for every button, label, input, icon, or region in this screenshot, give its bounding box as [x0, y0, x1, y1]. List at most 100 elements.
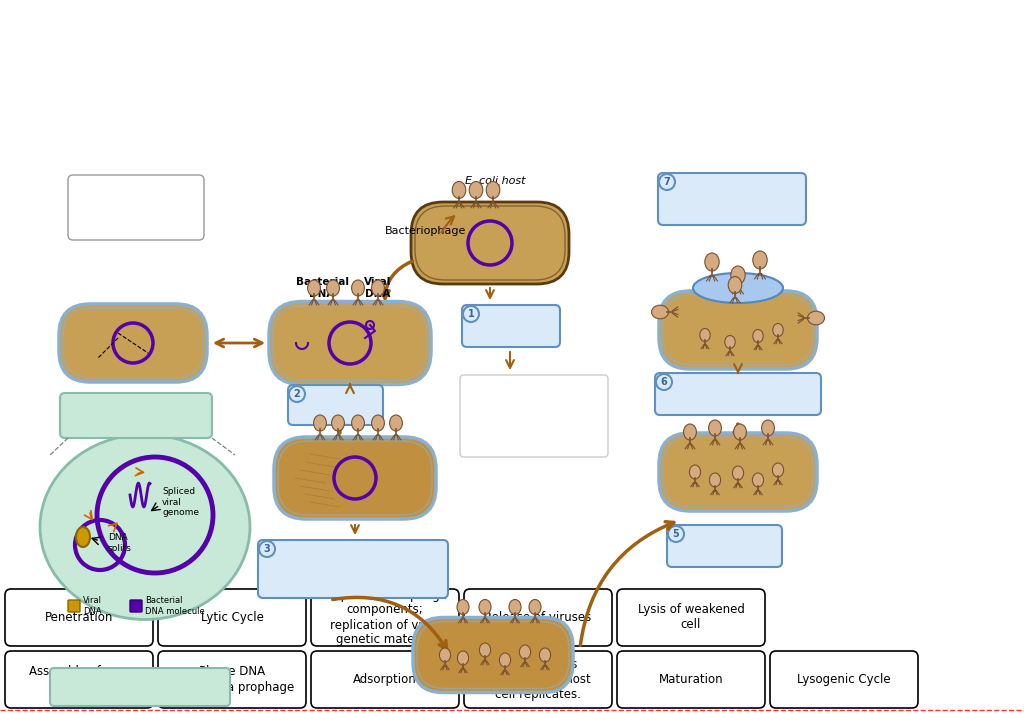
Text: Lytic Cycle: Lytic Cycle [201, 611, 263, 624]
Ellipse shape [519, 645, 530, 659]
Text: Phage DNA
becomes a prophage: Phage DNA becomes a prophage [170, 665, 294, 693]
Ellipse shape [808, 311, 824, 325]
Circle shape [659, 174, 675, 190]
Ellipse shape [479, 600, 490, 615]
Text: Lysogenic Cycle: Lysogenic Cycle [798, 673, 891, 686]
FancyBboxPatch shape [274, 437, 436, 519]
FancyBboxPatch shape [659, 291, 817, 369]
FancyBboxPatch shape [68, 600, 80, 612]
Ellipse shape [684, 424, 696, 440]
Ellipse shape [372, 280, 384, 296]
Ellipse shape [693, 273, 783, 303]
Ellipse shape [753, 251, 767, 269]
Text: Penetration: Penetration [45, 611, 114, 624]
Ellipse shape [453, 181, 466, 198]
Text: Spliced
viral
genome: Spliced viral genome [162, 487, 199, 517]
Ellipse shape [40, 435, 250, 620]
FancyBboxPatch shape [667, 525, 782, 567]
Ellipse shape [689, 465, 700, 479]
FancyBboxPatch shape [460, 375, 608, 457]
Circle shape [668, 526, 684, 542]
FancyBboxPatch shape [770, 651, 918, 708]
FancyBboxPatch shape [411, 202, 569, 284]
FancyBboxPatch shape [288, 385, 383, 425]
Ellipse shape [651, 305, 669, 318]
Ellipse shape [486, 181, 500, 198]
Ellipse shape [753, 473, 764, 487]
FancyBboxPatch shape [5, 651, 153, 708]
Ellipse shape [76, 527, 90, 547]
Text: Adsorption: Adsorption [353, 673, 417, 686]
Circle shape [289, 386, 305, 402]
Circle shape [259, 541, 275, 557]
Ellipse shape [458, 651, 469, 665]
Ellipse shape [351, 415, 365, 431]
Circle shape [656, 374, 672, 390]
Text: Bacteriophage: Bacteriophage [385, 226, 466, 236]
Text: Assembly of new
virions: Assembly of new virions [29, 665, 129, 693]
FancyBboxPatch shape [130, 600, 142, 612]
Text: Maturation: Maturation [658, 673, 723, 686]
FancyBboxPatch shape [655, 373, 821, 415]
Ellipse shape [753, 329, 763, 343]
Ellipse shape [351, 280, 365, 296]
Ellipse shape [709, 420, 721, 436]
FancyBboxPatch shape [60, 393, 212, 438]
FancyBboxPatch shape [464, 651, 612, 708]
Ellipse shape [313, 415, 327, 431]
FancyBboxPatch shape [158, 589, 306, 646]
Text: Release of viruses: Release of viruses [484, 611, 592, 624]
FancyBboxPatch shape [269, 301, 431, 385]
Ellipse shape [699, 328, 711, 341]
FancyBboxPatch shape [68, 175, 204, 240]
Text: Bacterial
DNA molecule: Bacterial DNA molecule [145, 596, 205, 615]
Text: E. coli host: E. coli host [465, 176, 525, 186]
Circle shape [463, 306, 479, 322]
Ellipse shape [733, 424, 746, 440]
Ellipse shape [372, 415, 384, 431]
FancyBboxPatch shape [617, 651, 765, 708]
Ellipse shape [728, 276, 741, 293]
Text: Bacterial
DNA: Bacterial DNA [296, 277, 348, 298]
Ellipse shape [327, 280, 339, 296]
Text: Viral
DNA: Viral DNA [365, 277, 392, 298]
Ellipse shape [332, 415, 344, 431]
FancyBboxPatch shape [258, 540, 449, 598]
FancyBboxPatch shape [659, 433, 817, 511]
Ellipse shape [509, 600, 521, 615]
Text: 7: 7 [664, 177, 671, 187]
FancyBboxPatch shape [617, 589, 765, 646]
Ellipse shape [732, 466, 743, 480]
Ellipse shape [762, 420, 774, 436]
Ellipse shape [705, 253, 719, 271]
FancyBboxPatch shape [59, 304, 207, 382]
FancyBboxPatch shape [464, 589, 612, 646]
FancyBboxPatch shape [311, 589, 459, 646]
Text: DNA
splits: DNA splits [108, 533, 132, 553]
FancyBboxPatch shape [5, 589, 153, 646]
Ellipse shape [439, 648, 451, 662]
Ellipse shape [540, 648, 551, 662]
Text: 6: 6 [660, 377, 668, 387]
Ellipse shape [731, 266, 745, 284]
Ellipse shape [710, 473, 721, 487]
Ellipse shape [529, 600, 541, 615]
Ellipse shape [479, 643, 490, 657]
Ellipse shape [772, 463, 783, 477]
Text: 3: 3 [263, 544, 270, 554]
FancyBboxPatch shape [658, 173, 806, 225]
Text: Phage DNA
becomes a prophage: Phage DNA becomes a prophage [180, 669, 284, 690]
Ellipse shape [773, 323, 783, 336]
Ellipse shape [500, 653, 511, 667]
Text: 2: 2 [294, 389, 300, 399]
FancyBboxPatch shape [462, 305, 560, 347]
FancyBboxPatch shape [158, 651, 306, 708]
Ellipse shape [457, 600, 469, 615]
Text: Lysis of weakened
cell: Lysis of weakened cell [638, 603, 744, 631]
FancyBboxPatch shape [50, 668, 230, 706]
Ellipse shape [389, 415, 402, 431]
Text: Viral
DNA: Viral DNA [83, 596, 102, 615]
Ellipse shape [307, 280, 321, 296]
Text: Duplication of phage
components;
replication of virus
genetic material: Duplication of phage components; replica… [324, 588, 446, 646]
Ellipse shape [469, 181, 482, 198]
